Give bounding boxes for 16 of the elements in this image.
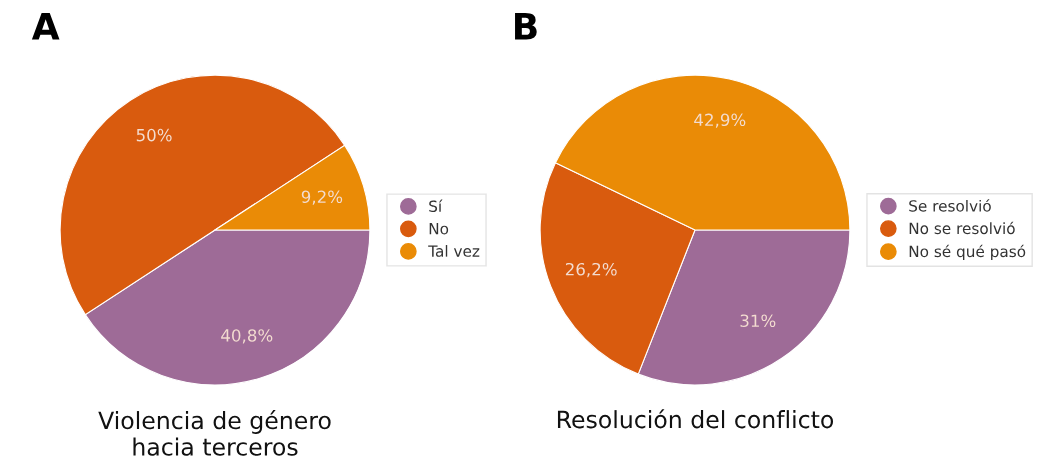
data-label: 31% xyxy=(740,314,776,328)
legend-label: Se resolvió xyxy=(909,199,991,212)
data-label: 40,8% xyxy=(221,329,273,344)
legend-label: No xyxy=(429,223,449,235)
data-label: 42,9% xyxy=(694,113,746,128)
legend-label: Sí xyxy=(429,199,443,213)
data-label: 26,2% xyxy=(565,262,617,278)
legend-label: Tal vez xyxy=(428,245,480,257)
text: Violencia de género hacia terceros xyxy=(98,410,331,456)
legend-label: No sé qué pasó xyxy=(909,244,1026,261)
text: Resolución del conflicto xyxy=(557,409,834,429)
text: B xyxy=(515,13,537,40)
data-label: 9,2% xyxy=(301,190,343,205)
legend-label: No se resolvió xyxy=(909,221,1015,235)
text: A xyxy=(31,13,60,40)
data-label: 50% xyxy=(136,128,172,142)
